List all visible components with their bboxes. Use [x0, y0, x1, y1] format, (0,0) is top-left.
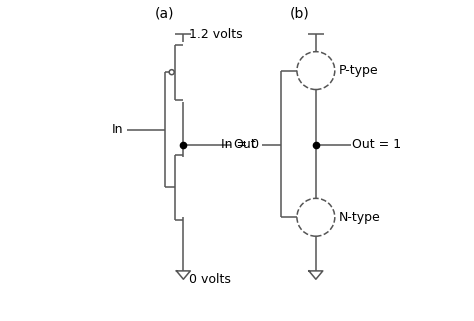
Text: P-type: P-type	[338, 64, 378, 77]
Text: In = 0: In = 0	[221, 138, 259, 151]
Text: Out: Out	[233, 138, 256, 151]
Text: In: In	[112, 123, 123, 136]
Text: (a): (a)	[155, 7, 174, 21]
Text: N-type: N-type	[338, 211, 380, 224]
Text: Out = 1: Out = 1	[352, 138, 401, 151]
Text: 1.2 volts: 1.2 volts	[189, 28, 243, 41]
Text: (b): (b)	[290, 7, 310, 21]
Text: 0 volts: 0 volts	[189, 273, 231, 286]
